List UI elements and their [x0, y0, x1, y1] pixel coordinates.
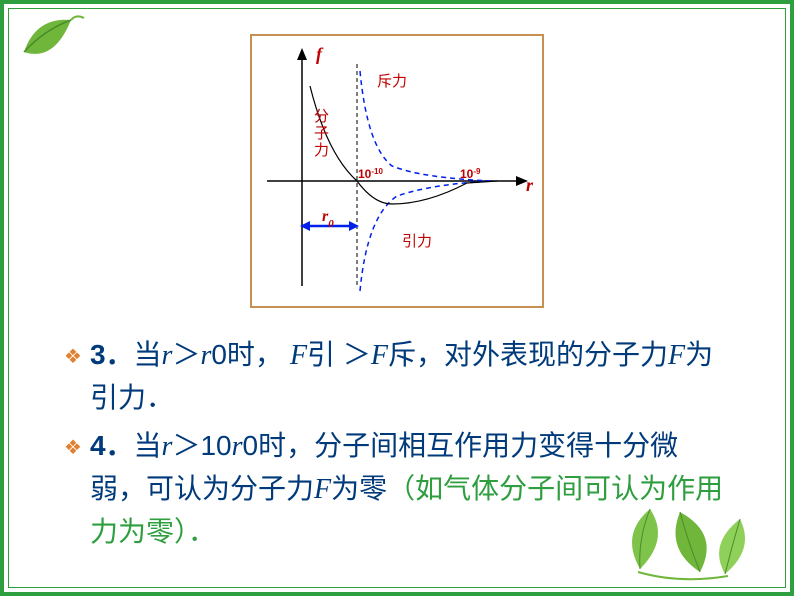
svg-text:子: 子 [314, 125, 329, 142]
chart-svg: f r 斥力 引力 分 子 力 10-10 10-9 r0 [252, 36, 542, 306]
slide-frame: f r 斥力 引力 分 子 力 10-10 10-9 r0 [0, 0, 794, 596]
leaf-cluster-icon [610, 494, 760, 584]
leaf-icon [16, 12, 86, 67]
svg-text:力: 力 [314, 142, 329, 159]
tick-1e-10: 10-10 [358, 167, 383, 182]
bullet-text: 3．当r＞r0时， F引 ＞F斥，对外表现的分子力F为引力． [90, 334, 730, 419]
y-axis-label: f [316, 44, 324, 64]
attraction-label: 引力 [402, 233, 432, 250]
diamond-bullet-icon: ❖ [64, 342, 82, 419]
net-force-curve [310, 86, 497, 204]
force-distance-chart: f r 斥力 引力 分 子 力 10-10 10-9 r0 [250, 34, 544, 308]
repulsion-label: 斥力 [377, 73, 407, 90]
net-force-label: 分 [314, 108, 329, 125]
tick-1e-9: 10-9 [460, 167, 481, 182]
bullet-item: ❖3．当r＞r0时， F引 ＞F斥，对外表现的分子力F为引力． [64, 334, 730, 419]
diamond-bullet-icon: ❖ [64, 433, 82, 553]
x-axis-label: r [526, 175, 534, 195]
